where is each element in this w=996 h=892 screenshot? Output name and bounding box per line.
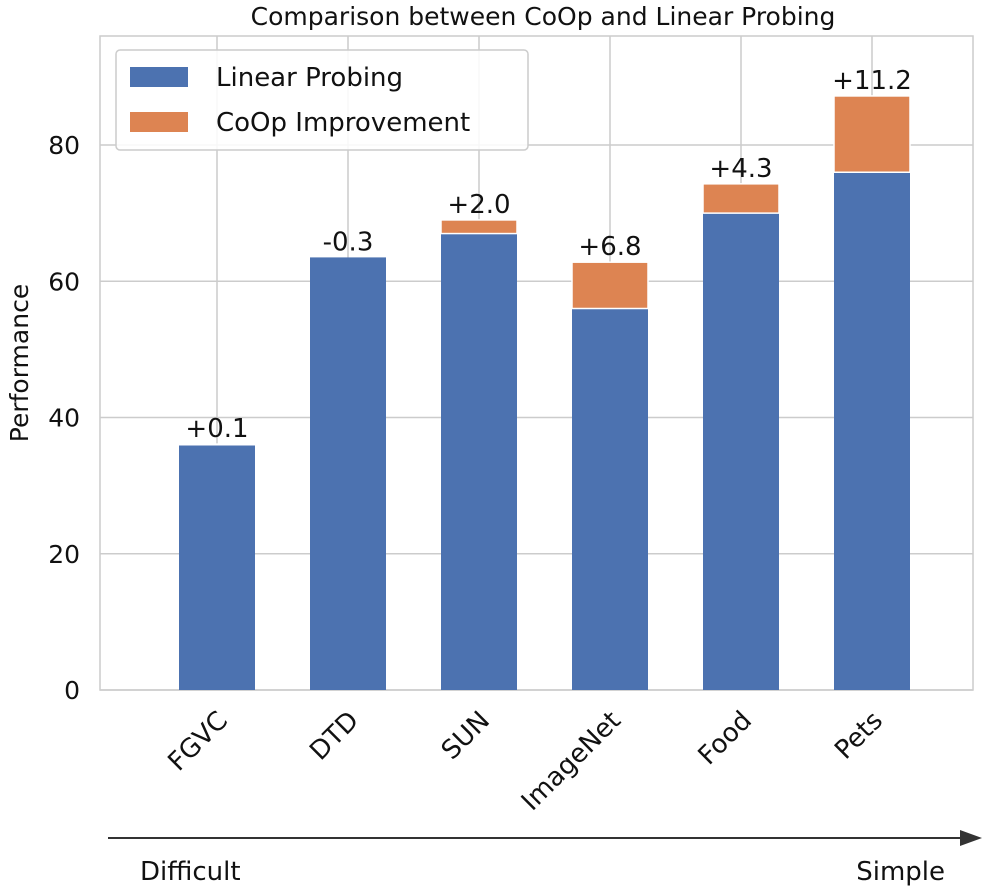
x-tick-label-pets: Pets bbox=[829, 706, 889, 766]
y-tick-label: 20 bbox=[48, 540, 80, 569]
bar-linear-probing-pets bbox=[834, 172, 910, 690]
difficulty-arrow bbox=[108, 830, 982, 846]
bar-linear-probing-fgvc bbox=[179, 444, 255, 690]
data-label-food: +4.3 bbox=[709, 154, 772, 184]
data-labels: +0.1 -0.3 +2.0 +6.8 +4.3 +11.2 bbox=[185, 66, 911, 444]
y-tick-label: 0 bbox=[64, 676, 80, 705]
legend-swatch-coop-improvement bbox=[130, 112, 188, 132]
y-tick-label: 60 bbox=[48, 267, 80, 296]
bar-linear-probing-food bbox=[703, 213, 779, 690]
bar-coop-improvement-food bbox=[702, 183, 780, 214]
x-tick-label-food: Food bbox=[693, 706, 758, 771]
data-label-dtd: -0.3 bbox=[323, 227, 374, 257]
x-tick-label-fgvc: FGVC bbox=[162, 706, 233, 777]
data-label-pets: +11.2 bbox=[832, 66, 912, 96]
legend-label-linear-probing: Linear Probing bbox=[216, 63, 403, 93]
bar-coop-improvement-pets bbox=[833, 95, 911, 173]
data-label-sun: +2.0 bbox=[447, 190, 510, 220]
bar-linear-probing-dtd bbox=[310, 257, 386, 690]
legend-box bbox=[115, 49, 529, 151]
x-tick-labels: FGVC DTD SUN ImageNet Food Pets bbox=[162, 706, 888, 817]
data-label-imagenet: +6.8 bbox=[578, 232, 641, 262]
bar-linear-probing-imagenet bbox=[572, 308, 648, 690]
bar-coop-improvement-imagenet bbox=[571, 261, 649, 310]
legend: Linear Probing CoOp Improvement bbox=[115, 49, 529, 151]
x-tick-label-dtd: DTD bbox=[304, 706, 365, 767]
x-tick-label-sun: SUN bbox=[436, 706, 496, 766]
difficult-label: Difficult bbox=[140, 857, 241, 887]
y-axis-title: Performance bbox=[5, 284, 34, 442]
bar-linear-probing-sun bbox=[441, 233, 517, 690]
bars bbox=[178, 95, 911, 690]
data-label-fgvc: +0.1 bbox=[185, 414, 248, 444]
chart-title: Comparison between CoOp and Linear Probi… bbox=[251, 2, 836, 31]
y-tick-label: 40 bbox=[48, 404, 80, 433]
simple-label: Simple bbox=[856, 857, 945, 887]
y-tick-labels: 0 20 40 60 80 bbox=[48, 131, 80, 705]
legend-swatch-linear-probing bbox=[130, 67, 188, 87]
bar-coop-improvement-sun bbox=[440, 219, 518, 235]
bar-coop-improvement-fgvc bbox=[178, 443, 256, 446]
legend-label-coop-improvement: CoOp Improvement bbox=[216, 108, 470, 138]
y-tick-label: 80 bbox=[48, 131, 80, 160]
x-tick-label-imagenet: ImageNet bbox=[516, 706, 627, 817]
difficulty-arrow-head bbox=[960, 830, 982, 846]
